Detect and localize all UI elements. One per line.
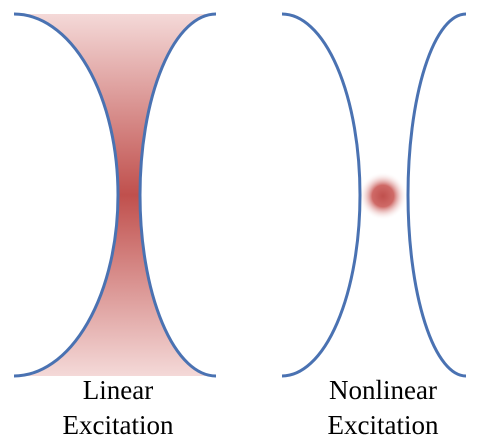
wavefront-right — [408, 14, 466, 376]
label-line: Excitation — [328, 410, 439, 440]
wavefront-left — [282, 14, 360, 376]
label-line: Nonlinear — [329, 375, 437, 405]
label-line: Linear — [83, 375, 153, 405]
page: Linear Excitation Nonlinear Excitation (… — [0, 0, 480, 444]
diagram: Linear Excitation Nonlinear Excitation — [0, 0, 480, 444]
excitation-spot — [359, 172, 407, 220]
nonlinear-panel: Nonlinear Excitation — [282, 14, 466, 440]
linear-panel: Linear Excitation — [14, 14, 216, 440]
label-line: Excitation — [63, 410, 174, 440]
excitation-region — [14, 14, 216, 376]
